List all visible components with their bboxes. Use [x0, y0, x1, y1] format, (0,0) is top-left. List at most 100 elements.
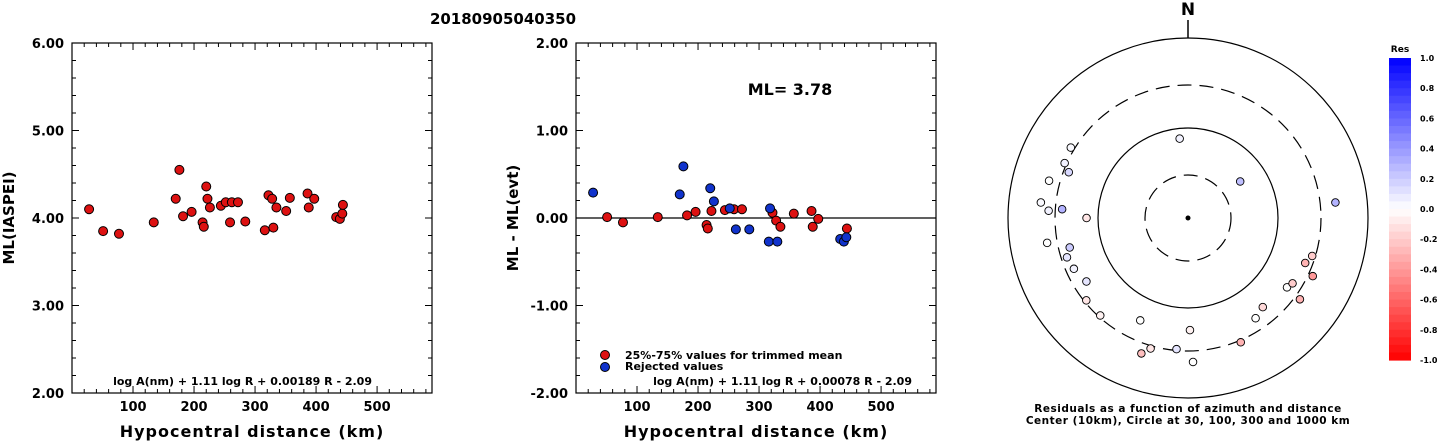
panel-azimuth-residuals: N Residuals as a function of azimuth and…: [1007, 0, 1437, 427]
data-point: [98, 226, 109, 237]
data-point: [198, 221, 209, 232]
colorbar-segment: [1389, 178, 1411, 187]
colorbar-segment: [1389, 216, 1411, 225]
data-point: [240, 216, 251, 227]
y-tick-label: 4.00: [32, 212, 64, 227]
data-point: [186, 206, 197, 217]
station-residual-point: [1188, 357, 1198, 367]
station-residual-point: [1331, 198, 1340, 207]
data-point: [259, 225, 270, 236]
data-point: [267, 193, 278, 204]
colorbar-segment: [1389, 118, 1411, 127]
y-tick-label: 3.00: [32, 300, 64, 315]
colorbar-segment: [1389, 73, 1411, 82]
formula-label: log A(nm) + 1.11 log R + 0.00078 R - 2.0…: [653, 375, 912, 388]
colorbar-tick-label: -0.4: [1420, 265, 1437, 274]
data-point: [337, 208, 348, 219]
station-residual-point: [1135, 316, 1145, 325]
x-axis-label: Hypocentral distance (km): [120, 422, 385, 441]
data-point: [682, 210, 693, 221]
station-residual-point: [1036, 198, 1046, 207]
colorbar-segment: [1389, 80, 1411, 89]
x-tick-label: 400: [806, 400, 833, 415]
colorbar-tick-label: 1.0: [1420, 54, 1435, 63]
plot-frame: [71, 42, 433, 394]
station-residual-point: [1175, 134, 1184, 143]
station-residual-point: [1172, 344, 1181, 354]
data-point: [765, 203, 776, 214]
legend-marker-trimmed: [600, 350, 610, 360]
colorbar-segment: [1389, 284, 1411, 293]
data-point: [202, 193, 213, 204]
y-tick-label: 6.00: [32, 37, 64, 52]
station-residual-point: [1082, 277, 1091, 286]
formula-label: log A(nm) + 1.11 log R + 0.00189 R - 2.0…: [113, 375, 372, 388]
colorbar-segment: [1389, 103, 1411, 112]
colorbar-segment: [1389, 186, 1411, 195]
colorbar-segment: [1389, 292, 1411, 301]
colorbar-tick-label: 0.6: [1420, 114, 1435, 123]
data-point: [706, 206, 717, 216]
station-residual-point: [1065, 243, 1074, 252]
colorbar-segment: [1389, 254, 1411, 263]
colorbar-tick-label: 0.2: [1420, 175, 1434, 184]
data-point: [84, 204, 95, 215]
colorbar-segment: [1389, 88, 1411, 97]
data-point: [702, 223, 713, 234]
station-residual-point: [1057, 204, 1067, 214]
station-residual-point: [1137, 349, 1146, 358]
data-point: [807, 221, 818, 232]
station-residual-point: [1307, 251, 1317, 261]
x-tick-label: 300: [241, 400, 268, 415]
colorbar-segment: [1389, 95, 1411, 104]
legend-marker-rejected: [600, 362, 610, 372]
colorbar: 1.0 0.8 0.6 0.4 0.2 0.0 -0.2 -0.4 -0.6 -0.8 -1.0: [1389, 54, 1437, 365]
data-point: [588, 187, 599, 198]
data-point: [284, 192, 295, 203]
x-tick-label: 100: [623, 400, 650, 415]
station-residual-point: [1062, 253, 1072, 262]
data-point: [763, 236, 774, 247]
colorbar-segment: [1389, 201, 1411, 210]
station-residual-point: [1235, 177, 1245, 186]
colorbar-segment: [1389, 314, 1411, 323]
data-point: [690, 206, 701, 217]
colorbar-segment: [1389, 276, 1411, 286]
data-point: [148, 217, 159, 228]
station-residual-point: [1308, 271, 1318, 281]
colorbar-segment: [1389, 261, 1411, 270]
colorbar-segment: [1389, 163, 1411, 172]
x-tick-label: 500: [868, 400, 895, 415]
colorbar-tick-label: -0.6: [1420, 296, 1437, 305]
data-point: [281, 206, 292, 216]
colorbar-segment: [1389, 125, 1411, 135]
x-tick-label: 300: [745, 400, 772, 415]
station-residual-point: [1295, 295, 1305, 304]
colorbar-segment: [1389, 58, 1411, 67]
station-residual-point: [1082, 296, 1091, 305]
x-axis-label: Hypocentral distance (km): [624, 422, 889, 441]
data-point: [736, 204, 747, 215]
data-point: [170, 193, 181, 204]
epicenter-dot: [1185, 215, 1191, 221]
axis-ticks: -2.00 -1.00 0.00 1.00 2.00 100 200 300 400 500: [531, 37, 936, 415]
data-point: [775, 221, 786, 232]
colorbar-segment: [1389, 110, 1411, 119]
colorbar-segment: [1389, 307, 1411, 316]
caption-line-1: Residuals as a function of azimuth and d…: [1034, 403, 1341, 415]
station-residual-point: [1258, 302, 1268, 312]
colorbar-tick-label: -0.2: [1420, 235, 1437, 244]
data-point: [724, 203, 735, 214]
data-point: [652, 212, 663, 223]
station-residual-point: [1236, 338, 1246, 347]
panel-ml-iaspei: 2.00 3.00 4.00 5.00 6.00 100 200 300 400 500 log …: [0, 37, 433, 441]
y-tick-label: -1.00: [531, 300, 568, 315]
data-point: [678, 161, 689, 172]
north-label: N: [1181, 0, 1195, 20]
ring-100km: [1097, 127, 1279, 309]
data-point: [201, 181, 212, 192]
colorbar-segment: [1389, 193, 1411, 203]
station-residual-point: [1044, 176, 1054, 186]
data-point: [113, 228, 124, 239]
colorbar-segment: [1389, 246, 1411, 255]
